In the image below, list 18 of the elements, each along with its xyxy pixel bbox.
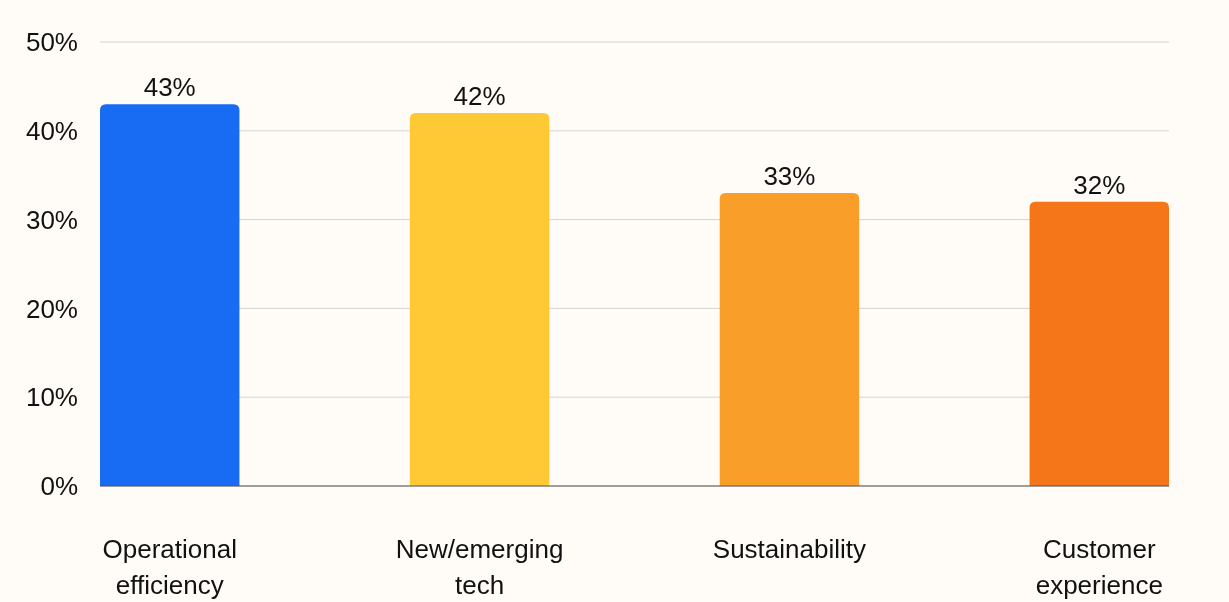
- data-label: 32%: [1073, 169, 1126, 200]
- bar: [719, 192, 860, 486]
- x-tick-label: New/emerging tech: [395, 534, 564, 600]
- bar: [100, 104, 240, 486]
- y-tick-label: 40%: [25, 115, 78, 146]
- data-label: 43%: [143, 72, 196, 103]
- data-label: 33%: [763, 160, 816, 191]
- bar: [409, 113, 550, 486]
- data-label: 42%: [453, 81, 506, 112]
- bar: [1029, 201, 1169, 486]
- y-tick-label: 30%: [25, 204, 78, 235]
- x-tick-label: Operational efficiency: [102, 534, 237, 600]
- y-tick-label: 10%: [25, 382, 78, 413]
- x-tick-label: Sustainability: [712, 534, 867, 564]
- x-tick-label: Customer experience: [1035, 534, 1163, 600]
- y-tick-label: 20%: [25, 293, 78, 324]
- y-tick-label: 50%: [25, 27, 78, 58]
- y-tick-label: 0%: [40, 471, 78, 502]
